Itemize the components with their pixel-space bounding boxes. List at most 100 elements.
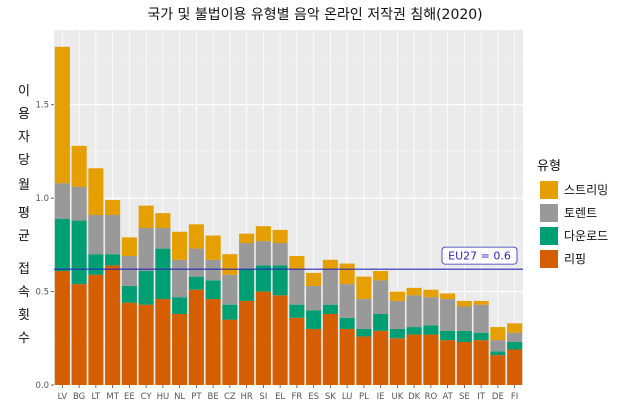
y-axis-label-char: 당 <box>18 153 30 168</box>
y-axis-label-char: 이 <box>18 84 30 99</box>
x-tick-label: ES <box>308 392 319 402</box>
x-tick-label: EL <box>275 392 285 402</box>
bar-segment-LT <box>88 274 104 385</box>
x-tick-label: DE <box>492 392 504 402</box>
y-axis-label-char: 용 <box>18 107 30 122</box>
bar-segment-ES <box>306 328 322 385</box>
bar-segment-HR <box>239 243 255 270</box>
legend-swatch-3 <box>540 250 558 268</box>
legend-swatch-1 <box>540 204 558 222</box>
legend-label-0: 스트리밍 <box>564 183 608 197</box>
bar-segment-DK <box>406 327 422 335</box>
y-axis-label-char: 월 <box>18 178 30 193</box>
bar-segment-BE <box>205 235 221 260</box>
bar-segment-SK <box>322 314 338 385</box>
y-axis-label-char: 횟 <box>18 308 30 323</box>
bar-segment-EE <box>121 237 137 257</box>
bar-segment-LT <box>88 214 104 255</box>
bar-segment-DK <box>406 295 422 328</box>
legend-label-3: 리핑 <box>564 252 586 266</box>
bar-segment-EE <box>121 256 137 286</box>
bar-segment-CY <box>138 271 154 305</box>
bar-segment-EE <box>121 285 137 303</box>
bar-segment-PT <box>188 224 204 249</box>
bar-segment-SI <box>255 226 271 242</box>
bar-segment-IE <box>373 280 389 314</box>
bar-segment-ES <box>306 285 322 311</box>
bar-segment-FR <box>289 317 305 385</box>
x-tick-label: MT <box>106 392 119 402</box>
x-tick-label: DK <box>408 392 421 402</box>
y-axis-label-char: 접 <box>18 262 30 277</box>
bar-segment-FR <box>289 256 305 270</box>
bar-segment-DE <box>490 340 506 352</box>
x-tick-label: EE <box>124 392 135 402</box>
bar-segment-HR <box>239 269 255 301</box>
bar-segment-NL <box>172 259 188 298</box>
x-tick-label: SK <box>325 392 336 402</box>
x-tick-label: UK <box>391 392 403 402</box>
bar-segment-MT <box>105 265 121 385</box>
bar-segment-FI <box>507 323 523 333</box>
bar-segment-FR <box>289 304 305 318</box>
chart-title: 국가 및 불법이용 유형별 음악 온라인 저작권 침해(2020) <box>147 7 482 23</box>
bar-segment-FI <box>507 342 523 350</box>
bar-segment-DE <box>490 355 506 385</box>
bar-segment-LU <box>339 263 355 285</box>
bar-segment-LU <box>339 317 355 329</box>
x-tick-label: IE <box>377 392 385 402</box>
bar-segment-CY <box>138 205 154 229</box>
bar-segment-DE <box>490 327 506 341</box>
bar-segment-RO <box>423 297 439 326</box>
x-tick-label: SE <box>459 392 470 402</box>
x-tick-label: CZ <box>224 392 236 402</box>
bar-segment-BG <box>71 284 87 385</box>
bar-segment-FI <box>507 349 523 385</box>
bar-segment-PL <box>356 299 372 329</box>
bar-segment-SK <box>322 304 338 314</box>
bar-segment-CZ <box>222 274 238 305</box>
bar-segment-FR <box>289 269 305 305</box>
bar-segment-NL <box>172 231 188 260</box>
legend-swatch-0 <box>540 181 558 199</box>
bar-segment-IE <box>373 330 389 385</box>
bar-segment-LT <box>88 168 104 215</box>
x-tick-label: BE <box>208 392 219 402</box>
y-axis-label-char: 자 <box>18 130 30 145</box>
bar-segment-NL <box>172 314 188 385</box>
bar-segment-UK <box>389 338 405 385</box>
bar-segment-HU <box>155 248 171 300</box>
bar-segment-FI <box>507 332 523 343</box>
bar-segment-LU <box>339 328 355 385</box>
bar-segment-UK <box>389 300 405 329</box>
bar-segment-HU <box>155 213 171 229</box>
bar-segment-LV <box>54 218 70 272</box>
bar-segment-AT <box>440 293 456 300</box>
bar-segment-CY <box>138 304 154 385</box>
bar-segment-HR <box>239 300 255 385</box>
bar-segment-BG <box>71 145 87 187</box>
bar-segment-MT <box>105 214 121 255</box>
x-tick-label: NL <box>174 392 185 402</box>
bar-segment-PL <box>356 276 372 300</box>
eu27-label: EU27 = 0.6 <box>448 250 511 263</box>
bar-segment-PT <box>188 248 204 277</box>
y-tick-label: 0.5 <box>35 288 49 298</box>
bar-segment-EL <box>272 265 288 296</box>
bar-segment-NL <box>172 297 188 314</box>
bar-segment-HR <box>239 233 255 243</box>
legend-swatch-2 <box>540 227 558 245</box>
bar-segment-DE <box>490 351 506 356</box>
bar-segment-PT <box>188 289 204 385</box>
bar-segment-LV <box>54 183 70 219</box>
x-tick-label: LU <box>342 392 353 402</box>
x-tick-label: FR <box>291 392 302 402</box>
bar-segment-AT <box>440 340 456 385</box>
bar-segment-BE <box>205 280 221 300</box>
x-tick-label: RO <box>425 392 438 402</box>
legend-title: 유형 <box>537 159 561 174</box>
x-tick-label: LT <box>91 392 101 402</box>
bar-segment-SK <box>322 269 338 305</box>
